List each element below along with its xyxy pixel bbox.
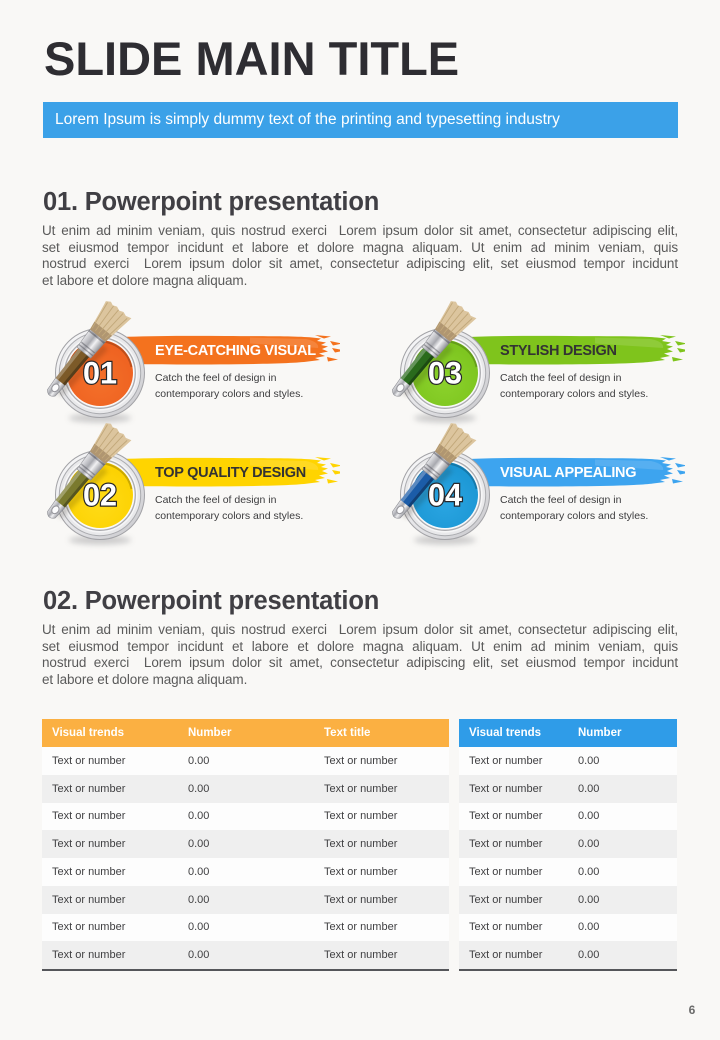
svg-text:02: 02 bbox=[83, 477, 117, 513]
svg-text:04: 04 bbox=[428, 477, 462, 513]
svg-text:01: 01 bbox=[83, 355, 117, 391]
svg-text:03: 03 bbox=[428, 355, 462, 391]
